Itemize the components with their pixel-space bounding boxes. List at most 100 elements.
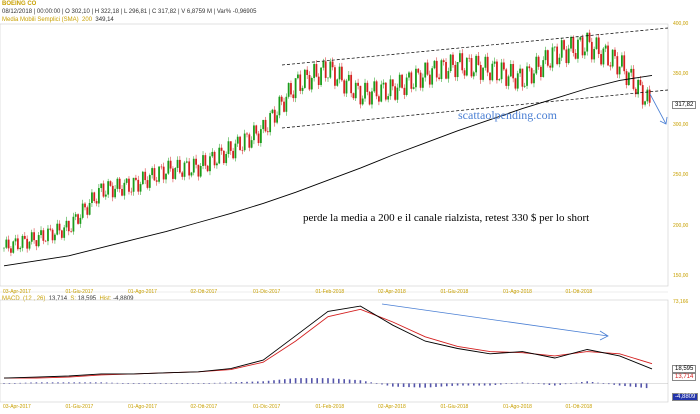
macd-histogram-bar bbox=[240, 382, 243, 384]
candle-body bbox=[366, 82, 369, 92]
macd-axis-top: 73,166 bbox=[673, 299, 689, 305]
price-tick-label: 350,00 bbox=[673, 71, 689, 78]
candle-body bbox=[49, 228, 52, 230]
signal-tag: 18,595 bbox=[672, 365, 697, 373]
candle-body bbox=[380, 84, 383, 102]
macd-histogram-bar bbox=[370, 382, 372, 384]
candle-body bbox=[308, 75, 311, 90]
candle-body bbox=[116, 178, 119, 189]
candle-body bbox=[121, 188, 123, 196]
candle-body bbox=[419, 72, 422, 88]
candle-body bbox=[491, 63, 494, 81]
candle-body bbox=[639, 79, 642, 86]
candle-body bbox=[433, 60, 436, 69]
candle-body bbox=[329, 61, 332, 78]
chart-header: BOEING CO bbox=[2, 1, 36, 7]
watermark-text: scattaolpending.com bbox=[458, 108, 557, 122]
macd-histogram-bar bbox=[570, 383, 572, 385]
candle-body bbox=[58, 223, 61, 231]
macd-histogram-bar bbox=[192, 383, 194, 385]
candle-body bbox=[607, 45, 609, 66]
candle-body bbox=[204, 155, 207, 166]
candle-body bbox=[86, 207, 89, 215]
macd-histogram-bar bbox=[213, 382, 216, 384]
macd-tag: 13,714 bbox=[672, 373, 697, 381]
macd-histogram-bar bbox=[251, 381, 254, 384]
candle-body bbox=[65, 220, 68, 228]
macd-params: (12 , 26) bbox=[23, 296, 46, 302]
candle-body bbox=[227, 141, 230, 155]
candle-body bbox=[248, 134, 251, 148]
candle-body bbox=[51, 229, 54, 241]
macd-histogram-bar bbox=[159, 383, 162, 385]
candle-body bbox=[426, 62, 429, 75]
macd-histogram-bar bbox=[278, 379, 281, 384]
macd-histogram-bar bbox=[89, 382, 92, 384]
macd-histogram-bar bbox=[127, 383, 129, 384]
macd-histogram-bar bbox=[41, 382, 43, 384]
candle-body bbox=[623, 55, 626, 72]
candle-body bbox=[461, 53, 464, 71]
macd-histogram-bar bbox=[257, 381, 259, 384]
candle-body bbox=[327, 77, 329, 79]
candle-body bbox=[560, 40, 563, 58]
candle-body bbox=[185, 161, 188, 163]
macd-histogram-bar bbox=[381, 383, 383, 385]
macd-histogram-bar bbox=[116, 382, 119, 384]
candle-body bbox=[389, 79, 392, 97]
candle-body bbox=[266, 131, 269, 133]
candle-body bbox=[500, 62, 503, 80]
candle-body bbox=[338, 66, 341, 80]
candle-body bbox=[331, 61, 334, 68]
candle-body bbox=[320, 67, 322, 86]
candle-body bbox=[470, 58, 473, 77]
candle-body bbox=[137, 179, 140, 192]
candle-body bbox=[153, 168, 156, 181]
candle-body bbox=[586, 32, 589, 52]
macd-histogram-bar bbox=[505, 383, 507, 385]
date-tick-label: 01-Ago-2017 bbox=[128, 289, 157, 295]
candle-body bbox=[271, 109, 274, 114]
candle-body bbox=[486, 56, 489, 73]
candle-body bbox=[516, 73, 519, 89]
macd-panel-frame bbox=[0, 299, 669, 403]
candle-body bbox=[523, 85, 526, 87]
macd-histogram-bar bbox=[413, 383, 416, 388]
candle-body bbox=[47, 228, 49, 242]
macd-histogram-bar bbox=[591, 382, 594, 384]
bar-info: 08/12/2018 | 00:00:00 | O 302,10 | H 322… bbox=[2, 9, 256, 15]
candle-body bbox=[280, 96, 283, 102]
candle-body bbox=[537, 56, 540, 67]
candle-body bbox=[74, 214, 77, 217]
macd-histogram-bar bbox=[68, 382, 70, 384]
signal-value: 18,595 bbox=[77, 296, 97, 302]
macd-histogram-bar bbox=[408, 383, 410, 388]
macd-histogram-bar bbox=[149, 383, 151, 385]
macd-histogram-bar bbox=[510, 383, 513, 385]
candle-body bbox=[567, 48, 570, 64]
candle-body bbox=[243, 133, 246, 151]
candle-body bbox=[135, 177, 137, 180]
date-tick-label: 01-Feb-2018 bbox=[315, 289, 345, 295]
macd-histogram-bar bbox=[30, 382, 32, 384]
macd-histogram-bar bbox=[516, 382, 518, 384]
candle-body bbox=[176, 159, 179, 168]
candle-body bbox=[292, 94, 295, 99]
date-tick-label: 01-Dic-2017 bbox=[253, 289, 281, 295]
price-down-arrow bbox=[649, 93, 667, 125]
candle-body bbox=[60, 230, 63, 238]
candle-body bbox=[359, 85, 362, 105]
macd-histogram-bar bbox=[57, 382, 59, 384]
candle-body bbox=[222, 150, 225, 164]
date-tick-label: 02-Ott-2017 bbox=[190, 289, 218, 295]
candle-body bbox=[278, 96, 281, 116]
macd-histogram-bar bbox=[392, 383, 394, 387]
macd-histogram-bar bbox=[14, 383, 16, 384]
candle-body bbox=[257, 133, 260, 144]
candle-body bbox=[630, 68, 633, 73]
candle-body bbox=[290, 83, 292, 95]
candle-body bbox=[452, 54, 454, 65]
macd-histogram-bar bbox=[645, 383, 648, 389]
macd-histogram-bar bbox=[359, 380, 362, 384]
